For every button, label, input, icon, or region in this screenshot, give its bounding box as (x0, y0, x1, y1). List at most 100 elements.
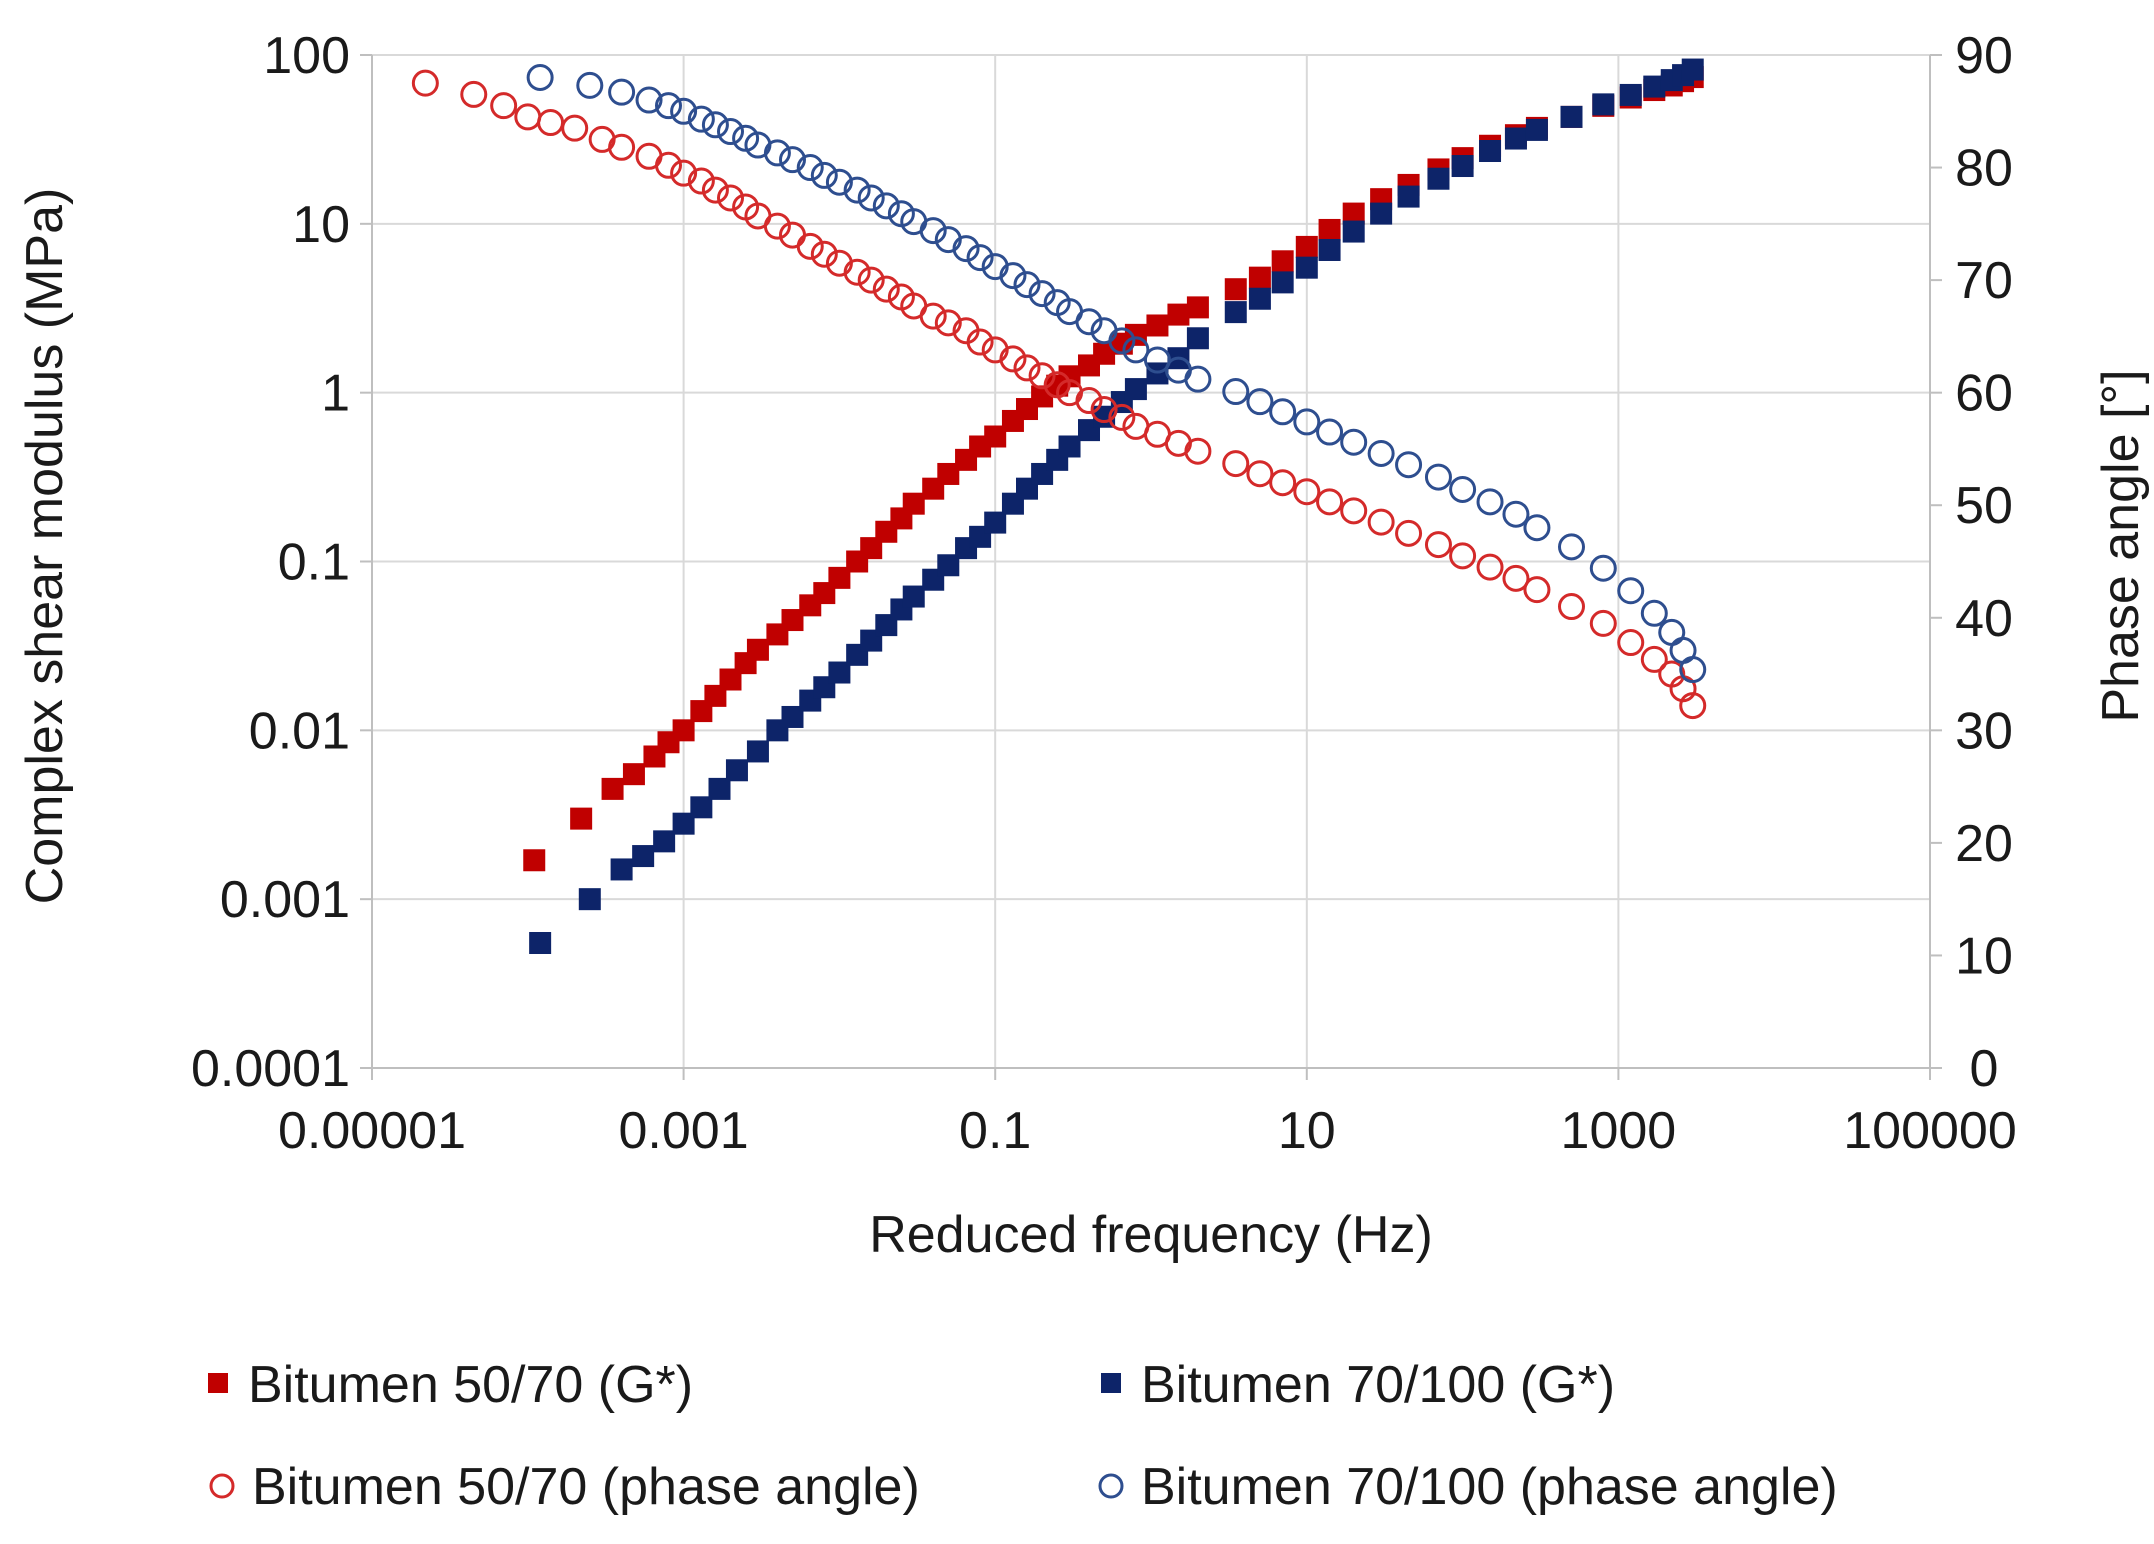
data-point-circle (952, 235, 980, 263)
marks-layer (411, 58, 1707, 955)
data-point-square (781, 705, 804, 728)
data-point-circle (1246, 460, 1274, 488)
data-point-circle (460, 80, 488, 108)
data-point-circle (1679, 692, 1707, 720)
data-point-circle (1679, 656, 1707, 684)
y-tick-label: 10 (292, 196, 350, 254)
data-point-circle (1222, 378, 1250, 406)
data-point-square (937, 462, 960, 485)
data-point-square (622, 763, 645, 786)
data-point-circle (919, 217, 947, 245)
data-point-circle (1184, 365, 1212, 393)
data-point-square (1427, 167, 1450, 190)
data-point-circle (919, 302, 947, 330)
legend-marker-phase-70-100 (1098, 1473, 1124, 1499)
data-point-square (984, 425, 1007, 448)
series-0 (523, 66, 1704, 872)
data-point-square (1342, 220, 1365, 243)
data-point-square (1504, 127, 1527, 150)
data-point-square (1681, 58, 1704, 81)
data-point-circle (561, 114, 589, 142)
data-point-circle (1075, 308, 1103, 336)
data-point-square (828, 661, 851, 684)
data-point-square (1560, 105, 1583, 128)
data-point-circle (1557, 593, 1585, 621)
data-point-circle (1028, 280, 1056, 308)
data-point-circle (701, 111, 729, 139)
data-point-square (1525, 118, 1548, 141)
data-point-circle (1340, 428, 1368, 456)
data-point-circle (1075, 387, 1103, 415)
data-point-circle (1293, 478, 1321, 506)
data-point-circle (872, 275, 900, 303)
data-point-circle (872, 192, 900, 220)
data-point-circle (1424, 463, 1452, 491)
x-axis-title: Reduced frequency (Hz) (869, 1206, 1433, 1264)
data-point-circle (701, 176, 729, 204)
data-point-circle (778, 146, 806, 174)
data-point-square (1167, 303, 1190, 326)
y2-tick-label: 60 (1955, 365, 2013, 423)
legend-marker-g-50-70 (208, 1373, 228, 1393)
legend-label-phase-70-100: Bitumen 70/100 (phase angle) (1141, 1458, 1838, 1516)
data-point-square (1370, 202, 1393, 225)
y2-tick-label: 20 (1955, 815, 2013, 873)
data-point-circle (655, 151, 683, 179)
data-point-circle (825, 168, 853, 196)
data-point-square (708, 777, 731, 800)
data-point-square (1058, 435, 1081, 458)
data-point-square (1224, 278, 1247, 301)
legend-marker-phase-50-70 (209, 1473, 235, 1499)
data-point-circle (687, 105, 715, 133)
y-tick-label: 100 (263, 27, 350, 85)
data-point-circle (796, 154, 824, 182)
y2-tick-label: 90 (1955, 27, 2013, 85)
data-point-square (1124, 378, 1147, 401)
legend-marker-g-70-100 (1101, 1373, 1121, 1393)
data-point-circle (1013, 271, 1041, 299)
y-tick-label: 0.0001 (191, 1040, 350, 1098)
data-point-square (1318, 238, 1341, 261)
data-point-square (610, 858, 633, 881)
x-tick-label: 0.1 (959, 1102, 1031, 1160)
data-point-circle (1293, 408, 1321, 436)
y-tick-label: 0.001 (220, 871, 350, 929)
y2-tick-label: 70 (1955, 252, 2013, 310)
data-point-circle (670, 159, 698, 187)
data-point-circle (857, 184, 885, 212)
data-point-circle (1617, 577, 1645, 605)
data-point-circle (717, 118, 745, 146)
legend-label-g-50-70: Bitumen 50/70 (G*) (248, 1356, 693, 1414)
data-point-circle (655, 92, 683, 120)
data-point-circle (843, 258, 871, 286)
data-point-circle (687, 167, 715, 195)
data-point-square (902, 585, 925, 608)
legend: Bitumen 50/70 (G*) Bitumen 70/100 (G*) B… (208, 1356, 1838, 1516)
data-point-circle (1122, 336, 1150, 364)
data-point-circle (763, 212, 791, 240)
data-point-circle (608, 133, 636, 161)
data-point-circle (717, 184, 745, 212)
y-axis-title: Complex shear modulus (MPa) (16, 188, 74, 905)
legend-label-phase-50-70: Bitumen 50/70 (phase angle) (252, 1458, 920, 1516)
x-tick-label: 0.00001 (278, 1102, 466, 1160)
data-point-square (672, 719, 695, 742)
y2-tick-label: 30 (1955, 702, 2013, 760)
data-point-square (1186, 327, 1209, 350)
data-point-square (828, 566, 851, 589)
data-point-circle (1013, 354, 1041, 382)
data-point-square (1479, 140, 1502, 163)
data-point-circle (1424, 531, 1452, 559)
data-point-circle (763, 139, 791, 167)
data-point-circle (1589, 554, 1617, 582)
data-point-square (1248, 266, 1271, 289)
x-tick-label: 100000 (1843, 1102, 2017, 1160)
data-point-circle (635, 86, 663, 114)
data-point-circle (1028, 362, 1056, 390)
data-point-square (632, 845, 655, 868)
y2-tick-label: 80 (1955, 140, 2013, 198)
labels-layer: Reduced frequency (Hz) Complex shear mod… (16, 27, 2150, 1264)
data-point-square (1224, 301, 1247, 324)
